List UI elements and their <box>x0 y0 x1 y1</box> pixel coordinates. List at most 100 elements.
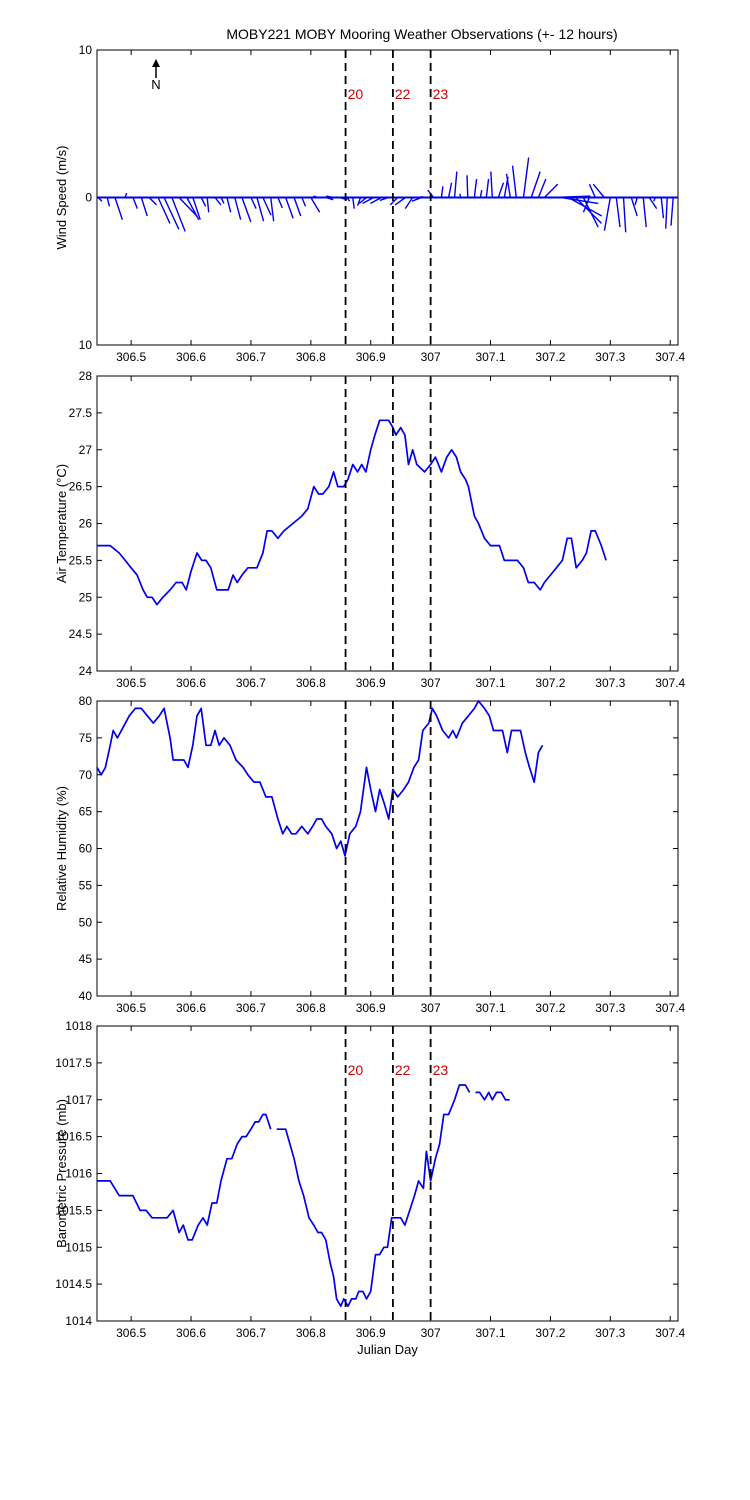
y-tick-label: 1014 <box>65 1314 92 1328</box>
x-tick-label: 307.1 <box>476 676 506 690</box>
event-label: 23 <box>433 86 449 102</box>
wind-vector <box>511 165 517 198</box>
x-tick-label: 306.9 <box>356 1326 386 1340</box>
wind-vector <box>132 197 139 209</box>
north-indicator: N <box>151 59 161 92</box>
wind-vector <box>220 197 225 204</box>
wind-vector <box>200 197 207 207</box>
y-tick-label: 45 <box>79 952 93 966</box>
x-tick-label: 306.7 <box>236 350 266 364</box>
wind-vector <box>124 192 128 198</box>
x-tick-label: 307.1 <box>476 1326 506 1340</box>
y-tick-label: 10 <box>79 338 93 352</box>
event-label: 23 <box>433 1062 449 1078</box>
y-tick-label: 1015 <box>65 1240 92 1254</box>
x-tick-label: 306.6 <box>176 676 206 690</box>
wind-vector <box>310 197 321 213</box>
y-tick-label: 10 <box>79 43 93 57</box>
wind-vector <box>665 197 668 229</box>
wind-vector <box>358 196 367 204</box>
panels: 10 0 10 306.5 306.6 306.7 306.8 306.9 307 307.1 30… <box>54 43 686 1357</box>
x-tick-label: 306.8 <box>296 676 326 690</box>
wind-vector <box>171 197 186 232</box>
y-tick-label: 50 <box>79 915 93 929</box>
wind-vector <box>326 195 334 199</box>
wind-vector <box>453 171 458 198</box>
plot-frame <box>96 1025 679 1322</box>
x-tick-label: 306.8 <box>296 1326 326 1340</box>
event-label: 20 <box>348 86 364 102</box>
wind-vector <box>634 197 638 206</box>
wind-vector <box>277 197 283 209</box>
wind-vector <box>642 197 647 228</box>
y-tick-label: 1015.5 <box>55 1203 92 1217</box>
wind-vector <box>473 178 478 198</box>
wind-vector <box>537 178 547 198</box>
wind-vector <box>140 197 148 217</box>
y-tick-label: 60 <box>79 842 93 856</box>
series-line <box>97 419 607 606</box>
panel-2: 24 24.5 25 25.5 26 26.5 27 27.5 28 306.5 306.6 306.… <box>54 369 686 690</box>
wind-vector <box>325 196 334 201</box>
wind-vector <box>356 197 362 206</box>
x-tick-label: 306.6 <box>176 350 206 364</box>
y-tick-label: 1016 <box>65 1167 92 1181</box>
x-tick-label: 306.6 <box>176 1001 206 1015</box>
wind-vector <box>285 197 294 219</box>
y-tick-label: 70 <box>79 768 93 782</box>
y-axis-label: Air Temperature (°C) <box>54 464 69 583</box>
wind-vector <box>114 197 124 220</box>
wind-vector <box>588 183 596 198</box>
x-tick-label: 307.1 <box>476 350 506 364</box>
wind-vector <box>522 157 530 198</box>
x-tick-label: 307.3 <box>595 1326 625 1340</box>
x-tick-label: 306.7 <box>236 1326 266 1340</box>
y-axis-label: Wind Speed (m/s) <box>54 145 69 249</box>
y-tick-label: 1014.5 <box>55 1277 92 1291</box>
x-axis-label: Julian Day <box>357 1342 418 1357</box>
x-tick-label: 307.3 <box>595 350 625 364</box>
wind-vector <box>250 197 257 209</box>
panel-4: 1014 1014.5 1015 1015.5 1016 1016.5 1017 1017.5… <box>54 1019 686 1357</box>
wind-vector <box>575 197 602 224</box>
wind-vector <box>411 196 422 202</box>
x-tick-label: 307 <box>421 676 441 690</box>
wind-vector <box>582 197 599 228</box>
wind-vector <box>466 175 469 198</box>
north-arrow-head <box>152 59 160 67</box>
wind-vector <box>148 197 158 206</box>
wind-vector <box>226 197 232 213</box>
wind-vector <box>256 197 265 222</box>
series-line <box>276 1084 471 1308</box>
wind-vector <box>648 197 658 209</box>
y-tick-label: 24.5 <box>69 627 93 641</box>
panel-3: 40 45 50 55 60 65 70 75 80 306.5 306.6 306.7 306.8 30… <box>54 694 686 1015</box>
y-tick-label: 27 <box>79 443 93 457</box>
x-tick-label: 307.4 <box>655 350 685 364</box>
wind-vector <box>505 173 511 198</box>
x-tick-label: 307.3 <box>595 1001 625 1015</box>
series-line <box>96 700 544 857</box>
y-tick-label: 26 <box>79 517 93 531</box>
x-tick-label: 307.1 <box>476 1001 506 1015</box>
wind-vector <box>490 171 494 198</box>
y-tick-label: 65 <box>79 805 93 819</box>
wind-vector <box>214 197 222 206</box>
panel-1: 10 0 10 306.5 306.6 306.7 306.8 306.9 307 307.1 30… <box>54 43 686 364</box>
x-tick-label: 307.3 <box>595 676 625 690</box>
wind-vector <box>163 197 180 230</box>
x-tick-label: 306.5 <box>116 350 146 364</box>
x-tick-label: 307.2 <box>535 676 565 690</box>
x-tick-label: 307.4 <box>655 1001 685 1015</box>
x-tick-label: 306.5 <box>116 1001 146 1015</box>
wind-vector <box>157 197 171 224</box>
wind-vector <box>670 197 674 226</box>
x-tick-label: 307.4 <box>655 1326 685 1340</box>
wind-vector <box>352 197 355 209</box>
x-tick-label: 306.9 <box>356 350 386 364</box>
y-axis-label: Barometric Pressure (mb) <box>54 1099 69 1248</box>
wind-vector <box>479 189 483 198</box>
x-tick-label: 306.7 <box>236 1001 266 1015</box>
y-tick-label: 25 <box>79 590 93 604</box>
y-tick-label: 1017.5 <box>55 1056 92 1070</box>
